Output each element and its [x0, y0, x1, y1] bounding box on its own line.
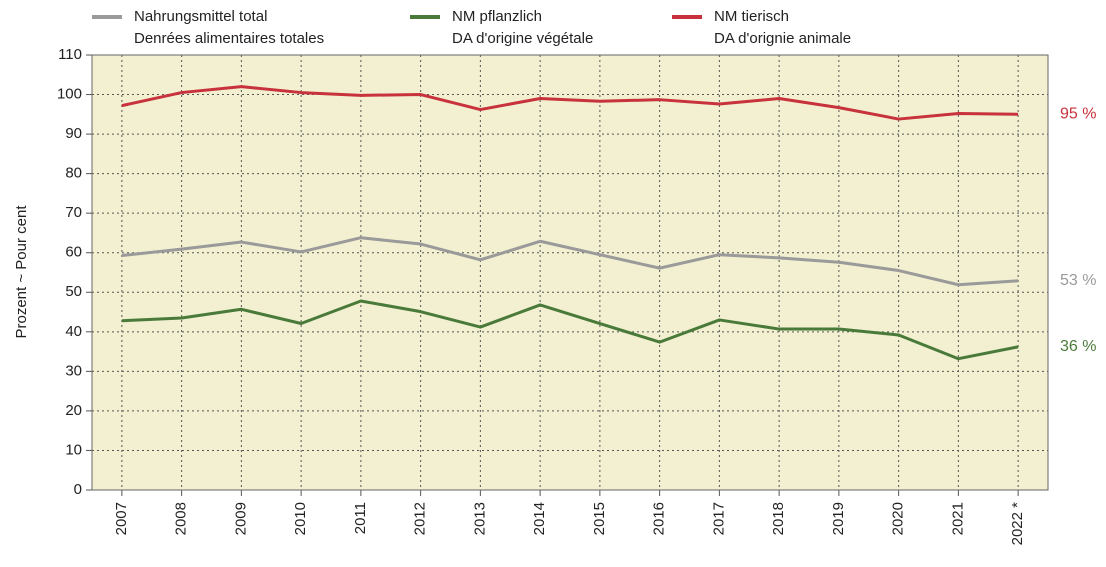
y-axis-label: Prozent ~ Pour cent: [13, 205, 30, 339]
legend-label: Denrées alimentaires totales: [134, 30, 324, 47]
y-tick-label: 90: [65, 125, 82, 142]
legend-label: NM tierisch: [714, 8, 789, 25]
plot-area: [92, 55, 1048, 490]
x-tick-label: 2014: [531, 502, 548, 535]
y-tick-label: 100: [57, 86, 82, 103]
y-tick-label: 80: [65, 165, 82, 182]
x-tick-label: 2020: [890, 502, 907, 535]
y-tick-label: 0: [74, 481, 82, 498]
x-tick-label: 2009: [232, 502, 249, 535]
x-tick-label: 2013: [471, 502, 488, 535]
end-label: 95 %: [1060, 106, 1096, 123]
y-tick-label: 10: [65, 441, 82, 458]
x-tick-label: 2007: [113, 502, 130, 535]
y-tick-label: 50: [65, 283, 82, 300]
y-tick-label: 70: [65, 204, 82, 221]
y-tick-label: 30: [65, 362, 82, 379]
x-tick-label: 2022 *: [1009, 502, 1026, 546]
y-tick-label: 40: [65, 323, 82, 340]
x-tick-label: 2018: [770, 502, 787, 535]
x-tick-label: 2012: [412, 502, 429, 535]
end-label: 36 %: [1060, 338, 1096, 355]
x-tick-label: 2016: [651, 502, 668, 535]
plot-border: [91, 54, 1049, 491]
x-tick-label: 2015: [591, 502, 608, 535]
legend-label: DA d'origine végétale: [452, 30, 593, 47]
x-tick-label: 2017: [710, 502, 727, 535]
legend-label: DA d'orignie animale: [714, 30, 851, 47]
x-tick-label: 2011: [352, 502, 369, 534]
x-tick-label: 2008: [173, 502, 190, 535]
x-tick-label: 2010: [292, 502, 309, 535]
series-line: [121, 85, 1019, 121]
series-line: [121, 299, 1019, 361]
y-tick-label: 110: [58, 46, 82, 63]
legend-label: NM pflanzlich: [452, 8, 542, 25]
end-label: 53 %: [1060, 272, 1096, 289]
x-tick-label: 2021: [949, 502, 966, 535]
x-tick-label: 2019: [830, 502, 847, 535]
legend-label: Nahrungsmittel total: [134, 8, 267, 25]
series-line: [121, 236, 1019, 287]
y-tick-label: 20: [65, 402, 82, 419]
y-tick-label: 60: [65, 244, 82, 261]
